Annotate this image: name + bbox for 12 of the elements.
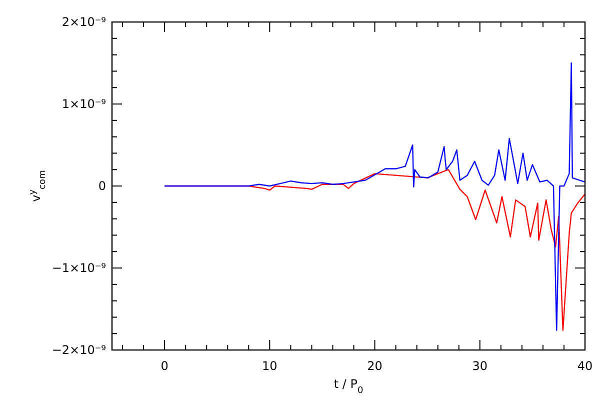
- y-tick-label: 1×10⁻⁹: [62, 97, 106, 111]
- y-tick-label: −2×10⁻⁹: [52, 343, 106, 357]
- y-tick-label: 2×10⁻⁹: [62, 15, 106, 29]
- x-tick-label: 40: [577, 359, 593, 373]
- y-tick-label: 0: [98, 179, 106, 193]
- x-tick-label: 30: [472, 359, 488, 373]
- x-tick-label: 10: [262, 359, 278, 373]
- y-tick-label: −1×10⁻⁹: [52, 261, 106, 275]
- x-tick-label: 0: [160, 359, 168, 373]
- x-axis-title: t / P$_{0}$: [334, 377, 364, 396]
- x-tick-label: 20: [367, 359, 382, 373]
- line-series: [164, 62, 586, 331]
